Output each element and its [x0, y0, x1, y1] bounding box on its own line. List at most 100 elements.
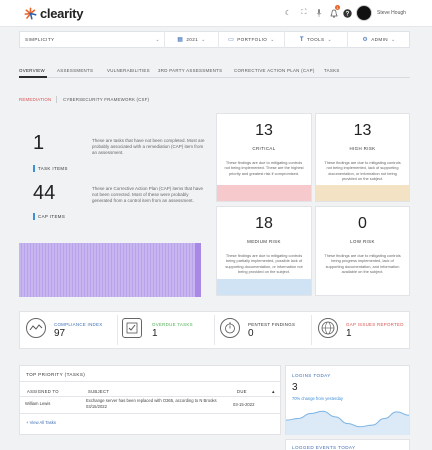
subtab-remediation[interactable]: REMEDIATION — [19, 97, 52, 102]
high-risk-label: HIGH RISK — [349, 146, 376, 151]
chevron-down-icon: ⌄ — [327, 36, 333, 43]
company-select[interactable]: SIMPLICITY ⌄ — [19, 31, 165, 48]
microphone-icon[interactable] — [314, 8, 324, 18]
logo[interactable]: clearity — [24, 5, 84, 21]
admin-menu[interactable]: ⚙ ADMIN ⌄ — [348, 31, 410, 48]
task-items-marker — [33, 165, 35, 172]
moon-icon[interactable]: ☾ — [284, 10, 292, 17]
trend-line — [286, 410, 409, 428]
table-divider — [20, 396, 280, 397]
briefcase-icon: ▭ — [228, 37, 235, 43]
company-select-value: SIMPLICITY — [25, 37, 55, 42]
high-risk-card[interactable]: 13 HIGH RISK These findings are due to m… — [315, 113, 410, 202]
critical-risk-label: CRITICAL — [252, 146, 276, 151]
subtab-csf[interactable]: CYBERSECURITY FRAMEWORK (CSF) — [63, 97, 150, 102]
logins-today-change: 70% change from yesterday — [292, 396, 343, 401]
logged-events-card: LOGGED EVENTS TODAY — [285, 439, 410, 450]
compliance-index-label: COMPLIANCE INDEX — [54, 322, 103, 327]
help-icon[interactable]: ? — [342, 8, 352, 18]
medium-risk-band — [217, 279, 311, 295]
low-risk-count: 0 — [358, 215, 367, 232]
bell-icon[interactable] — [329, 8, 339, 18]
cap-items-label: CAP ITEMS — [38, 214, 66, 219]
portfolio-menu[interactable]: ▭ PORTFOLIO ⌄ — [219, 31, 285, 48]
tasks-icon — [122, 318, 142, 338]
critical-risk-count: 13 — [255, 122, 273, 139]
stat-divider — [311, 315, 312, 345]
critical-risk-card[interactable]: 13 CRITICAL These findings are due to mi… — [216, 113, 312, 202]
tab-third-party-assessments[interactable]: 3RD PARTY ASSESSMENTS — [158, 68, 223, 73]
remediation-progress-fill — [195, 243, 201, 297]
high-risk-description: These findings are due to mitigating con… — [324, 160, 401, 181]
table-divider — [20, 381, 280, 382]
medium-risk-card[interactable]: 18 MEDIUM RISK These findings are due to… — [216, 206, 312, 296]
overdue-tasks-label: OVERDUE TASKS — [152, 322, 193, 327]
task-assigned-to: William Lewis — [25, 401, 51, 406]
high-risk-band — [316, 185, 409, 201]
cap-items-marker — [33, 213, 35, 220]
low-risk-card[interactable]: 0 LOW RISK These findings are due to mit… — [315, 206, 410, 296]
tab-vulnerabilities[interactable]: VULNERABILITIES — [107, 68, 150, 73]
column-subject[interactable]: SUBJECT — [88, 389, 110, 394]
main-tabs — [19, 65, 410, 78]
logo-icon — [24, 7, 37, 19]
pentest-findings-value: 0 — [248, 328, 254, 339]
fullscreen-icon[interactable]: ⛶ — [301, 9, 307, 16]
year-select[interactable]: ▦ 2021 ⌄ — [165, 31, 219, 48]
view-all-tasks-link[interactable]: + View All Tasks — [26, 420, 56, 425]
active-tab-indicator — [19, 76, 47, 78]
gap-issues-label: GAP ISSUES REPORTED — [346, 322, 404, 327]
chevron-down-icon: ⌄ — [155, 36, 160, 43]
medium-risk-description: These findings are due to mitigating con… — [225, 253, 303, 274]
remediation-progress-bar — [19, 243, 201, 297]
chevron-down-icon: ⌄ — [391, 36, 396, 43]
task-due: 03-15-2022 — [233, 402, 255, 407]
task-items-count: 1 — [33, 132, 45, 154]
logged-events-title: LOGGED EVENTS TODAY — [292, 445, 356, 450]
low-risk-description: These findings are due to mitigating con… — [324, 253, 401, 274]
medium-risk-label: MEDIUM RISK — [247, 239, 281, 244]
tab-assessments[interactable]: ASSESSMENTS — [57, 68, 94, 73]
stat-divider — [214, 315, 215, 345]
year-select-value: 2021 — [186, 37, 199, 42]
avatar[interactable] — [356, 5, 372, 21]
critical-risk-band — [217, 185, 311, 201]
svg-text:?: ? — [345, 11, 349, 17]
tools-icon: T — [299, 36, 304, 43]
top-priority-card — [19, 365, 281, 435]
tools-menu-label: TOOLS — [306, 37, 325, 42]
high-risk-count: 13 — [353, 122, 372, 139]
stat-divider — [117, 315, 118, 345]
gauge-icon — [26, 318, 46, 338]
sort-icon[interactable]: ▴ — [272, 389, 275, 395]
tools-menu[interactable]: T TOOLS ⌄ — [285, 31, 348, 48]
cap-items-description: These are Corrective Action Plan (CAP) i… — [92, 186, 204, 204]
column-assigned-to[interactable]: ASSIGNED TO — [27, 389, 59, 394]
tab-overview[interactable]: OVERVIEW — [19, 68, 45, 73]
trend-area — [286, 411, 409, 435]
portfolio-menu-label: PORTFOLIO — [237, 37, 268, 42]
logins-today-value: 3 — [292, 382, 298, 393]
task-subject[interactable]: Exchange server has been replaced with O… — [86, 398, 217, 409]
stopwatch-icon — [220, 318, 240, 338]
user-name[interactable]: Steve Hough — [377, 10, 406, 16]
gap-issues-value: 1 — [346, 328, 352, 339]
chevron-down-icon: ⌄ — [270, 36, 275, 43]
medium-risk-count: 18 — [255, 215, 273, 232]
chevron-down-icon: ⌄ — [201, 36, 206, 43]
logins-today-card: LOGINS TODAY 3 70% change from yesterday — [285, 365, 410, 435]
task-items-description: These are tasks that have not been compl… — [92, 138, 205, 156]
compliance-index-value: 97 — [54, 328, 66, 339]
admin-menu-label: ADMIN — [371, 37, 388, 42]
globe-icon — [318, 318, 338, 338]
subtab-divider — [56, 96, 57, 103]
pentest-findings-label: PENTEST FINDINGS — [248, 322, 296, 327]
logo-text: clearity — [40, 5, 84, 21]
low-risk-label: LOW RISK — [350, 239, 375, 244]
tab-tasks[interactable]: TASKS — [324, 68, 340, 73]
tab-cap[interactable]: CORRECTIVE ACTION PLAN (CAP) — [234, 68, 315, 73]
column-due[interactable]: DUE — [237, 389, 247, 394]
calendar-icon: ▦ — [177, 37, 184, 43]
logins-trend-chart — [286, 410, 409, 435]
cap-items-count: 44 — [33, 182, 56, 204]
